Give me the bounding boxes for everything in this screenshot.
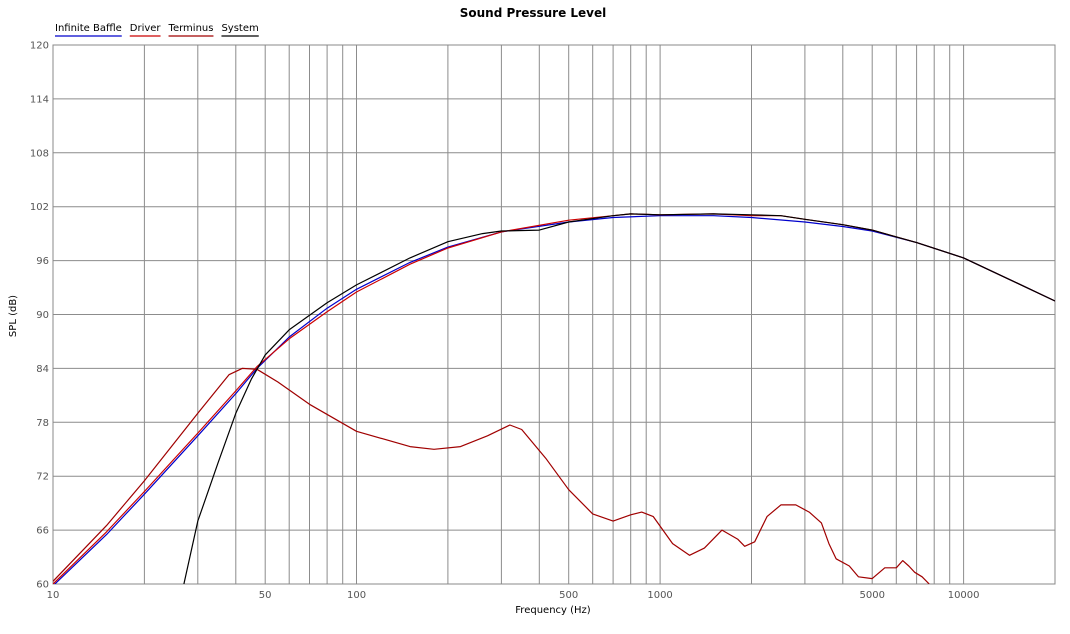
legend-label: System bbox=[221, 23, 258, 34]
y-tick-label: 66 bbox=[36, 526, 49, 537]
legend-label: Infinite Baffle bbox=[55, 23, 122, 34]
x-tick-label: 10000 bbox=[948, 590, 980, 601]
y-tick-label: 84 bbox=[36, 364, 49, 375]
series-line-driver bbox=[53, 213, 1055, 584]
series-line-terminus bbox=[53, 367, 930, 584]
y-tick-label: 60 bbox=[36, 580, 49, 591]
series-line-system bbox=[183, 213, 1055, 584]
y-axis-ticks: 60 66 72 78 84 90 96 102 108 114 120 bbox=[30, 41, 49, 591]
y-tick-label: 96 bbox=[36, 256, 49, 267]
y-tick-label: 120 bbox=[30, 41, 49, 52]
x-tick-label: 1000 bbox=[647, 590, 672, 601]
x-tick-label: 50 bbox=[259, 590, 272, 601]
legend-label: Terminus bbox=[168, 23, 214, 34]
y-tick-label: 90 bbox=[36, 310, 49, 321]
legend-label: Driver bbox=[130, 23, 162, 34]
y-axis-label: SPL (dB) bbox=[8, 295, 19, 337]
x-axis-ticks: 10 50 100 500 1000 5000 10000 bbox=[47, 590, 980, 601]
x-axis-label: Frequency (Hz) bbox=[515, 605, 591, 616]
y-tick-label: 78 bbox=[36, 418, 49, 429]
series-lines bbox=[53, 213, 1055, 584]
series-line-infinite-baffle bbox=[54, 215, 1055, 584]
y-tick-label: 102 bbox=[30, 202, 49, 213]
y-tick-label: 72 bbox=[36, 472, 49, 483]
x-tick-label: 500 bbox=[559, 590, 578, 601]
x-tick-label: 5000 bbox=[860, 590, 885, 601]
y-tick-label: 114 bbox=[30, 94, 49, 105]
chart-title: Sound Pressure Level bbox=[460, 6, 607, 20]
grid bbox=[53, 45, 1055, 584]
legend: Infinite Baffle Driver Terminus System bbox=[55, 23, 259, 37]
x-tick-label: 10 bbox=[47, 590, 60, 601]
y-tick-label: 108 bbox=[30, 148, 49, 159]
x-tick-label: 100 bbox=[347, 590, 366, 601]
plot-area-frame bbox=[52, 44, 1056, 585]
